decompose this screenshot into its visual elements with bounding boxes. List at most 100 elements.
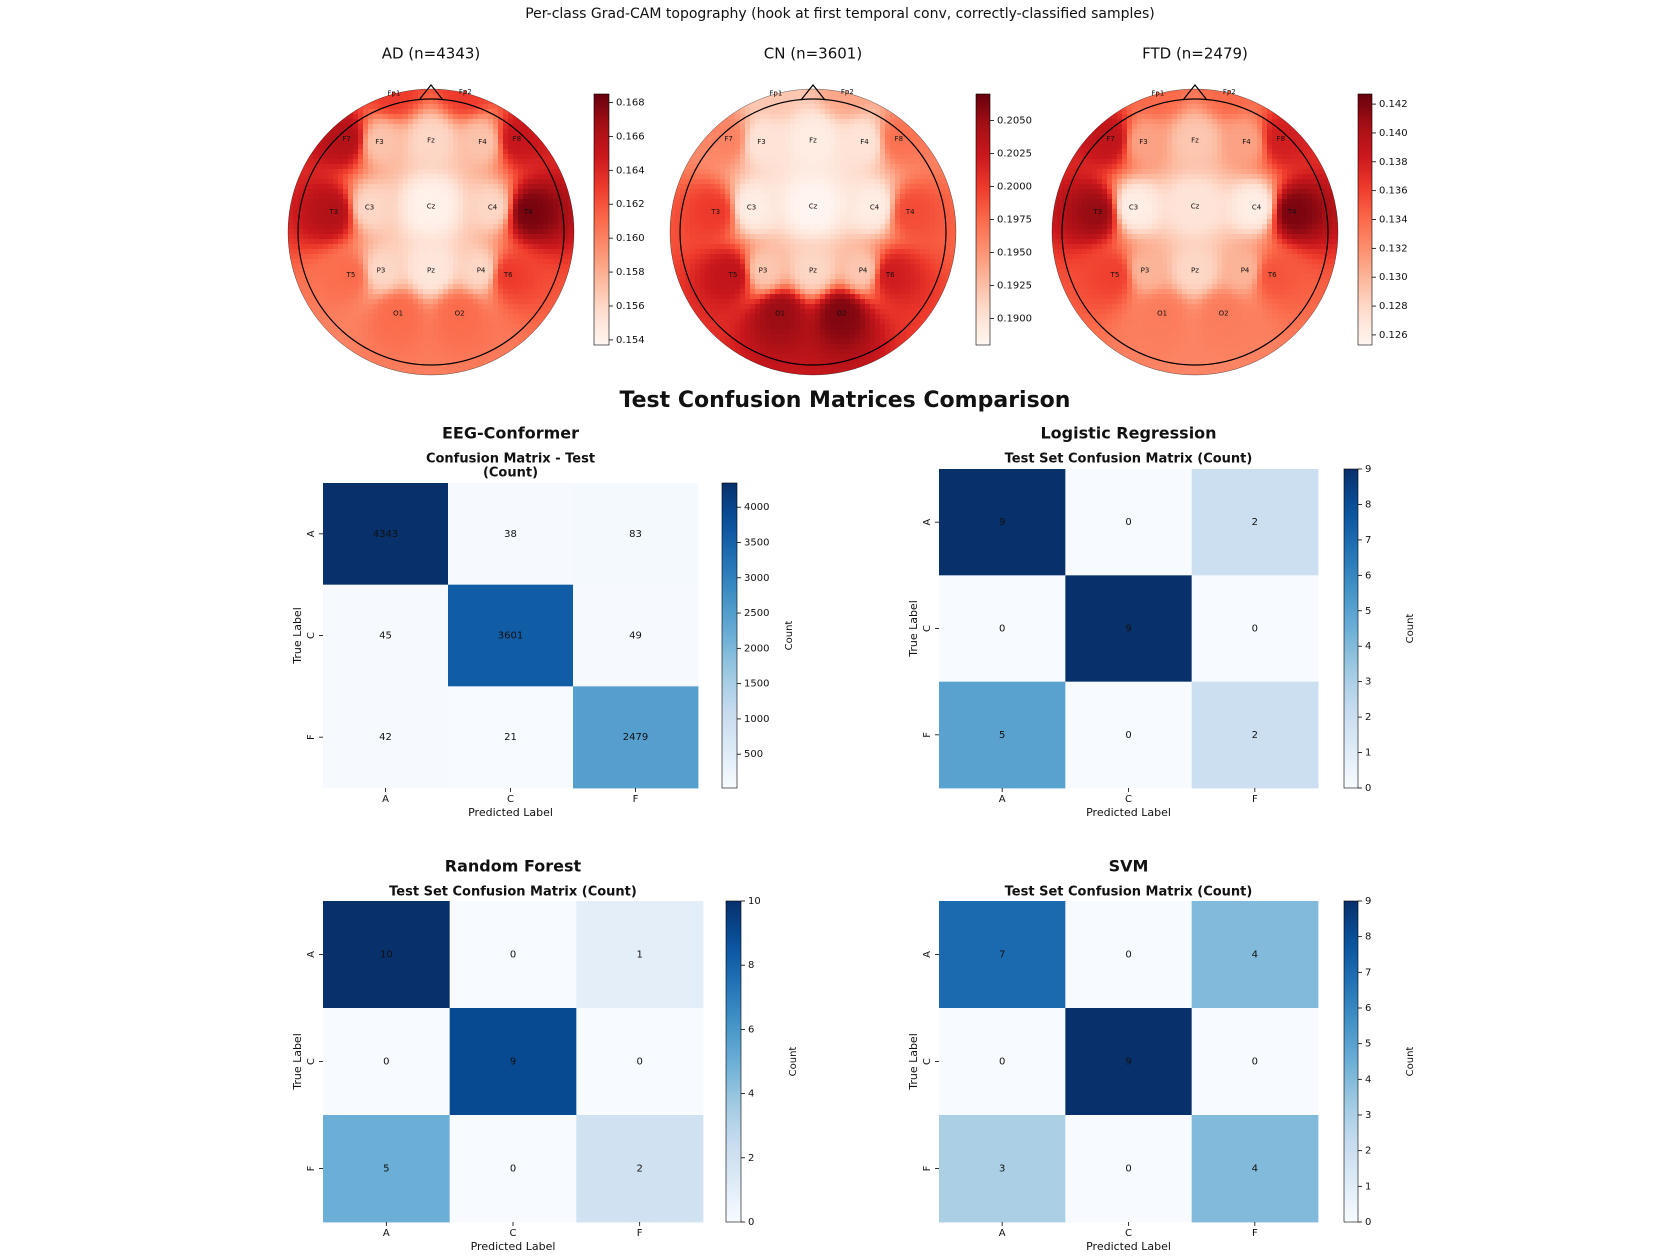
interp-cell [463,369,469,375]
interp-cell [790,264,796,270]
interp-cell [433,354,439,360]
interp-cell [875,289,881,295]
interp-cell [443,149,449,155]
interp-cell [865,154,871,160]
interp-cell [448,119,454,125]
interp-cell [830,279,836,285]
interp-cell [720,239,726,245]
interp-cell [840,199,846,205]
interp-cell [453,354,459,360]
interp-cell [388,359,394,365]
interp-cell [488,304,494,310]
interp-cell [865,254,871,260]
interp-cell [910,174,916,180]
interp-cell [815,199,821,205]
interp-cell [493,354,499,360]
interp-cell [790,134,796,140]
interp-cell [930,154,936,160]
interp-cell [288,189,294,195]
interp-cell [503,219,509,225]
interp-cell [458,289,464,295]
interp-cell [880,119,886,125]
interp-cell [448,284,454,290]
interp-cell [428,129,434,135]
interp-cell [448,274,454,280]
interp-cell [805,159,811,165]
interp-cell [368,269,374,275]
interp-cell [915,169,921,175]
interp-cell [458,179,464,185]
interp-cell [755,219,761,225]
interp-cell [513,129,519,135]
interp-cell [785,259,791,265]
interp-cell [895,279,901,285]
interp-cell [328,124,334,130]
interp-cell [503,329,509,335]
interp-cell [840,209,846,215]
interp-cell [368,279,374,285]
interp-cell [323,134,329,140]
interp-cell [865,149,871,155]
interp-cell [755,204,761,210]
interp-cell [298,229,304,235]
interp-cell [720,229,726,235]
interp-cell [820,289,826,295]
interp-cell [750,114,756,120]
interp-cell [865,214,871,220]
interp-cell [353,304,359,310]
interp-cell [353,124,359,130]
interp-cell [498,104,504,110]
interp-cell [905,244,911,250]
interp-cell [680,224,686,230]
interp-cell [845,269,851,275]
interp-cell [685,154,691,160]
interp-cell [363,239,369,245]
interp-cell [940,179,946,185]
interp-cell [675,184,681,190]
interp-cell [710,144,716,150]
interp-cell [488,344,494,350]
electrode-label: Pz [427,267,435,275]
interp-cell [398,114,404,120]
interp-cell [508,264,514,270]
interp-cell [715,239,721,245]
interp-cell [353,314,359,320]
interp-cell [483,164,489,170]
interp-cell [428,184,434,190]
interp-cell [423,224,429,230]
interp-cell [428,299,434,305]
interp-cell [488,229,494,235]
interp-cell [945,179,951,185]
interp-cell [905,269,911,275]
interp-cell [418,214,424,220]
interp-cell [905,239,911,245]
interp-cell [543,219,549,225]
interp-cell [820,274,826,280]
interp-cell [920,259,926,265]
interp-cell [900,254,906,260]
interp-cell [935,199,941,205]
interp-cell [313,164,319,170]
interp-cell [715,244,721,250]
interp-cell [468,114,474,120]
interp-cell [735,144,741,150]
interp-cell [418,369,424,375]
interp-cell [840,269,846,275]
interp-cell [423,234,429,240]
interp-cell [730,254,736,260]
interp-cell [780,114,786,120]
interp-cell [428,189,434,195]
interp-cell [860,289,866,295]
interp-cell [715,169,721,175]
interp-cell [875,199,881,205]
interp-cell [393,114,399,120]
interp-cell [368,219,374,225]
interp-cell [433,234,439,240]
interp-cell [313,149,319,155]
interp-cell [845,219,851,225]
interp-cell [780,249,786,255]
interp-cell [805,259,811,265]
interp-cell [710,214,716,220]
interp-cell [328,144,334,150]
interp-cell [488,189,494,195]
